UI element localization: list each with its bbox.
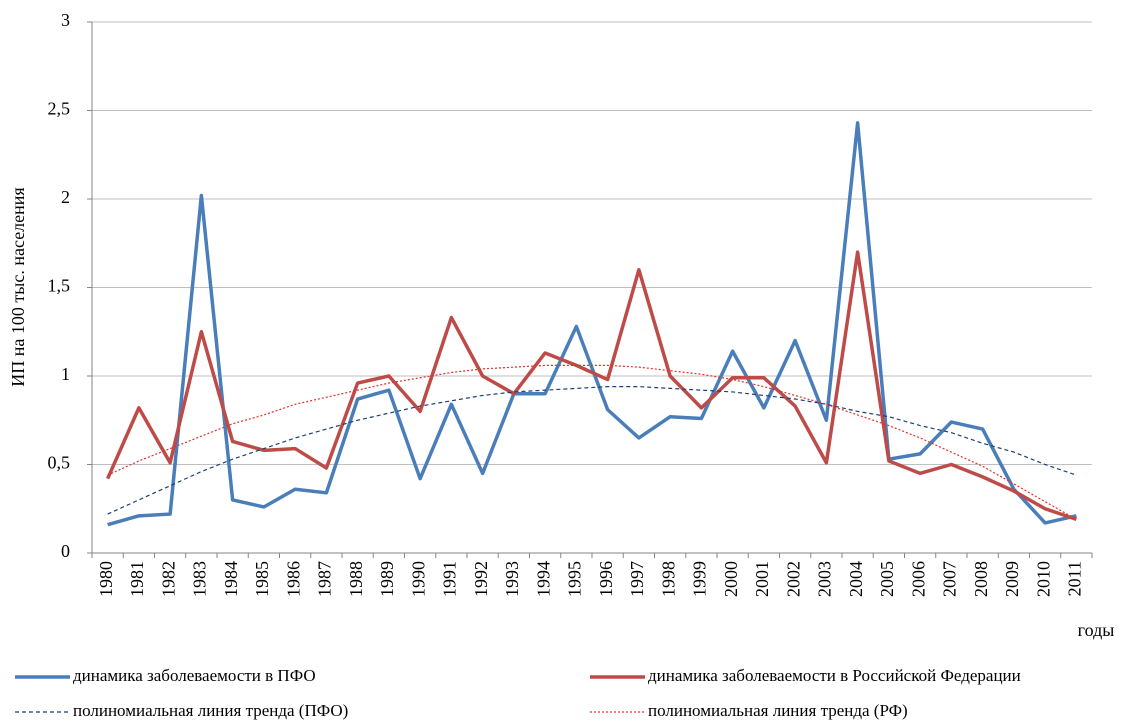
y-tick-label: 1 [61,364,70,384]
x-tick-label: 2008 [971,561,991,597]
legend-label: динамика заболеваемости в ПФО [73,666,316,685]
legend-label: полиномиальная линия тренда (ПФО) [73,701,348,720]
x-tick-label: 1989 [377,561,397,597]
y-tick-label: 0,5 [48,453,71,473]
x-axis-label: годы [1078,620,1115,640]
x-tick-label: 1990 [408,561,428,597]
x-tick-label: 2010 [1033,561,1053,597]
x-tick-label: 2006 [908,561,928,597]
series-line [106,250,1077,522]
x-tick-label: 1984 [221,561,241,597]
x-tick-label: 2005 [877,561,897,597]
x-tick-label: 2011 [1065,561,1085,596]
x-tick-label: 1987 [315,561,335,597]
x-tick-label: 1988 [346,561,366,597]
x-tick-label: 1994 [533,561,553,597]
y-tick-label: 3 [61,10,70,30]
x-tick-label: 1995 [565,561,585,597]
series-line [107,386,1077,515]
legend-label: полиномиальная линия тренда (РФ) [648,701,908,720]
x-tick-label: 1981 [127,561,147,597]
x-tick-label: 1996 [596,561,616,597]
x-tick-label: 1985 [252,561,272,597]
x-tick-label: 1982 [158,561,178,597]
x-tick-label: 1983 [190,561,210,597]
x-tick-label: 2009 [1002,561,1022,597]
x-tick-label: 1993 [502,561,522,597]
y-tick-label: 2,5 [48,99,71,119]
series-line [107,364,1077,520]
x-tick-label: 1992 [471,561,491,597]
y-tick-label: 0 [61,541,70,561]
x-tick-label: 2001 [752,561,772,597]
series-line [107,121,1077,527]
x-tick-label: 1986 [283,561,303,597]
x-tick-label: 1999 [690,561,710,597]
x-tick-label: 2003 [815,561,835,597]
x-tick-label: 1991 [440,561,460,597]
legend-label: динамика заболеваемости в Российской Фед… [648,666,1021,685]
y-tick-label: 2 [61,187,70,207]
x-tick-label: 1998 [658,561,678,597]
x-tick-label: 1980 [96,561,116,597]
y-tick-label: 1,5 [48,276,71,296]
y-axis-label: ИП на 100 тыс. населения [8,187,28,386]
x-tick-label: 2004 [846,561,866,597]
x-tick-label: 1997 [627,561,647,597]
x-tick-label: 2000 [721,561,741,597]
x-tick-label: 2007 [940,561,960,597]
x-tick-label: 2002 [783,561,803,597]
